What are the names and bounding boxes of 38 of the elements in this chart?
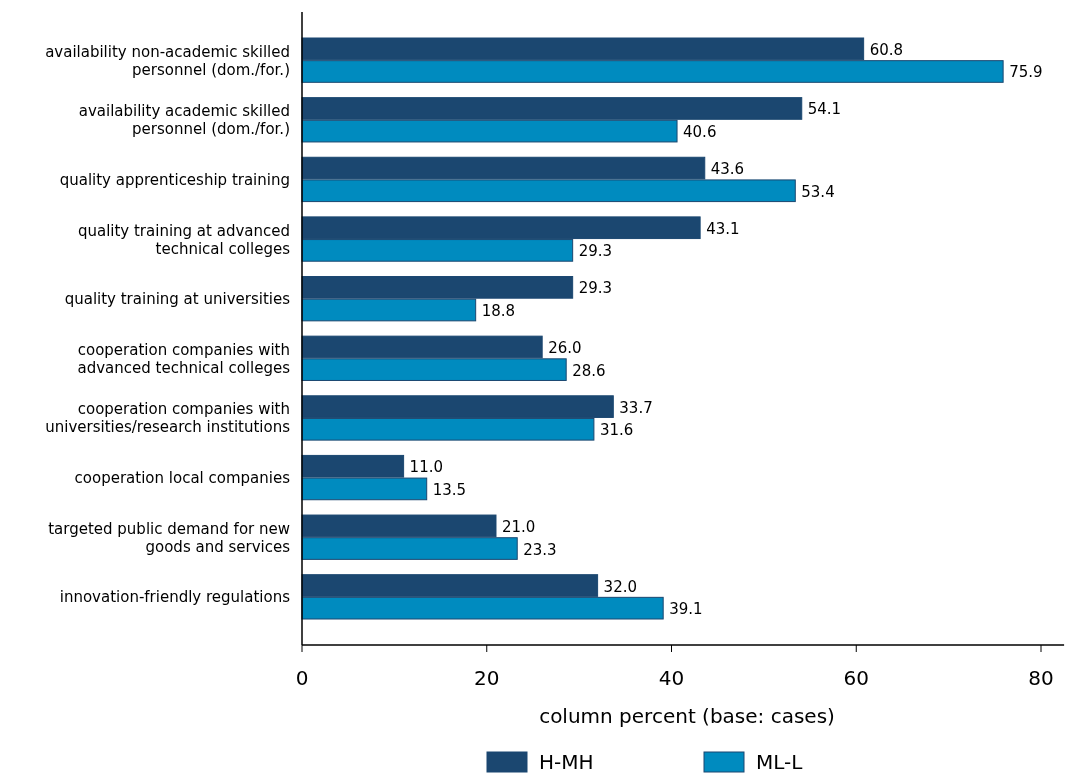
x-tick-label: 20 [474,666,500,690]
data-label: 43.6 [710,160,745,179]
x-tick-label: 60 [843,666,869,690]
x-tick-label: 40 [658,666,685,690]
data-label: 11.0 [409,458,444,477]
data-label: 13.5 [432,480,467,499]
y-tick-label: cooperation companies with advanced technical colleges [77,340,291,377]
data-label: 18.8 [481,302,516,321]
data-label: 28.6 [572,361,606,380]
data-label: 33.7 [619,398,653,417]
x-tick-label: 80 [1028,666,1054,690]
y-tick-label: quality training at advanced technical colleges [77,221,291,258]
data-label: 54.1 [807,100,842,119]
data-label: 43.1 [706,219,740,238]
data-label: 29.3 [578,242,613,261]
data-label: 29.3 [578,279,613,298]
data-label: 40.6 [683,123,717,142]
data-label: 32.0 [603,577,638,596]
y-tick-label: cooperation local companies [74,468,291,487]
y-tick-label: quality training at universities [64,289,291,308]
x-tick-label: 0 [295,666,309,690]
data-label: 53.4 [801,182,835,201]
legend-label: ML-L [756,749,804,774]
legend-label: H-MH [539,749,594,774]
data-label: 75.9 [1009,63,1043,82]
data-label: 31.6 [599,421,634,440]
y-tick-label: availability non-academic skilled personnel (dom./for.) [45,42,290,79]
data-label: 23.3 [523,540,557,559]
data-label: 21.0 [501,517,536,536]
x-axis-title: column percent (base: cases) [539,704,835,728]
y-tick-label: targeted public demand for new goods and services [48,519,291,556]
data-label: 39.1 [669,600,703,619]
y-tick-label: cooperation companies with universities/research institutions [45,399,291,436]
data-label: 60.8 [869,40,904,59]
y-tick-label: availability academic skilled personnel (dom./for.) [78,101,290,138]
y-tick-label: quality apprenticeship training [59,170,290,189]
data-label: 26.0 [548,338,582,357]
y-tick-label: innovation-friendly regulations [59,587,291,606]
